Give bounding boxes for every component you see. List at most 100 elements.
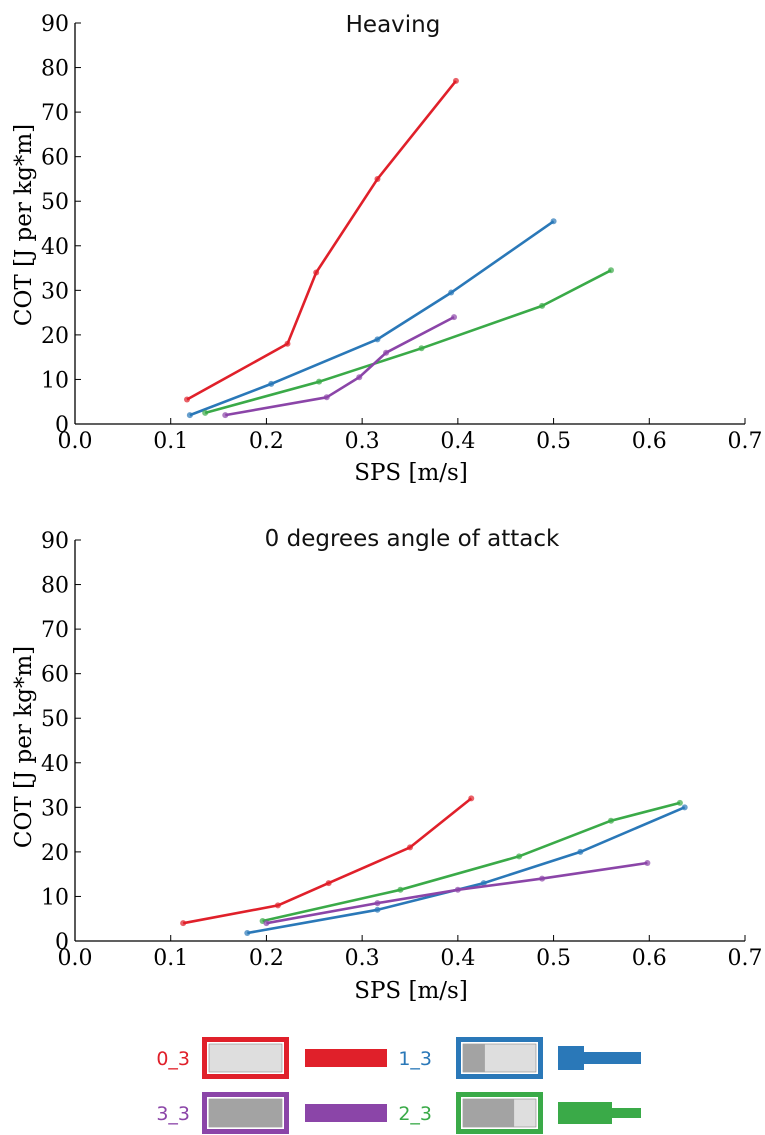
data-point-3_3: [454, 886, 461, 893]
x-tick-label: 0.7: [728, 946, 763, 971]
data-point-0_3: [274, 902, 281, 909]
data-point-1_3: [448, 289, 455, 296]
data-point-0_3: [407, 844, 413, 851]
y-tick-label: 70: [41, 101, 69, 126]
series-line-3_3: [225, 315, 455, 417]
data-point-2_3: [202, 409, 209, 416]
data-point-3_3: [222, 412, 229, 419]
chart-title: Heaving: [346, 12, 441, 38]
y-axis-label: COT [J per kg*m]: [11, 124, 37, 326]
x-tick-label: 0.6: [632, 429, 667, 454]
data-point-1_3: [186, 412, 193, 419]
x-axis-label: SPS [m/s]: [354, 460, 468, 486]
y-tick-label: 60: [41, 663, 69, 688]
series-line-1_3: [189, 220, 555, 417]
x-tick-label: 0.0: [58, 429, 93, 454]
chart-title: 0 degrees angle of attack: [265, 526, 560, 552]
data-point-3_3: [263, 920, 270, 927]
legend-panel-fill: [463, 1099, 515, 1127]
x-tick-label: 0.2: [249, 429, 284, 454]
legend-label: 3_3: [156, 1103, 190, 1125]
data-point-1_3: [374, 906, 381, 913]
data-point-1_3: [577, 848, 584, 855]
x-tick-label: 0.0: [58, 946, 93, 971]
y-tick-label: 0: [55, 413, 69, 438]
x-tick-label: 0.4: [440, 429, 475, 454]
y-tick-label: 30: [41, 796, 69, 821]
data-point-3_3: [323, 394, 330, 401]
data-point-2_3: [516, 853, 523, 860]
x-tick-label: 0.4: [440, 946, 475, 971]
x-tick-label: 0.2: [249, 946, 284, 971]
data-point-2_3: [676, 799, 683, 806]
y-tick-label: 80: [41, 574, 69, 599]
data-point-0_3: [313, 269, 320, 276]
legend-label: 2_3: [398, 1103, 432, 1125]
x-tick-label: 0.1: [153, 946, 188, 971]
x-tick-label: 0.3: [345, 429, 380, 454]
data-point-2_3: [418, 345, 425, 352]
legend-tail-head: [558, 1046, 584, 1070]
y-tick-label: 0: [55, 930, 69, 955]
legend-panel-fill: [463, 1044, 485, 1072]
y-tick-label: 10: [41, 885, 69, 910]
data-point-2_3: [316, 378, 323, 385]
legend-panel: [208, 1043, 283, 1073]
x-tick-label: 0.5: [536, 429, 571, 454]
chart-heaving: Heaving SPS [m/s] COT [J per kg*m] 0.0 0.…: [11, 12, 763, 486]
x-tick-label: 0.7: [728, 429, 763, 454]
y-tick-label: 40: [41, 752, 69, 777]
data-point-0_3: [452, 77, 459, 84]
data-point-3_3: [374, 900, 381, 907]
data-point-3_3: [451, 314, 458, 321]
legend-tail-stem: [612, 1108, 641, 1118]
data-point-3_3: [383, 349, 390, 356]
y-tick-label: 60: [41, 146, 69, 171]
chart-zero-degrees: 0 degrees angle of attack SPS [m/s] COT …: [11, 526, 763, 1004]
data-point-3_3: [356, 374, 363, 381]
data-point-2_3: [608, 267, 614, 274]
data-point-1_3: [681, 804, 688, 811]
data-point-1_3: [268, 380, 275, 387]
data-point-0_3: [183, 396, 190, 403]
y-tick-label: 10: [41, 368, 69, 393]
data-point-1_3: [480, 880, 487, 887]
y-tick-label: 20: [41, 841, 69, 866]
legend-tail: [305, 1049, 387, 1067]
y-tick-label: 50: [41, 707, 69, 732]
data-point-2_3: [539, 302, 546, 309]
series-line-3_3: [266, 861, 648, 925]
data-point-0_3: [325, 880, 332, 887]
x-tick-label: 0.1: [153, 429, 188, 454]
data-point-3_3: [644, 860, 651, 867]
legend-tail: [305, 1104, 387, 1122]
data-point-1_3: [374, 336, 381, 343]
data-point-2_3: [608, 817, 614, 824]
y-tick-label: 80: [41, 57, 69, 82]
series-line-0_3: [186, 80, 457, 401]
legend: 0_3 1_3 3_3 2_3: [156, 1037, 641, 1134]
y-tick-label: 40: [41, 235, 69, 260]
data-point-0_3: [468, 795, 475, 802]
y-tick-label: 30: [41, 279, 69, 304]
x-axis-label: SPS [m/s]: [354, 978, 468, 1004]
data-point-1_3: [550, 218, 557, 225]
y-axis-label: COT [J per kg*m]: [11, 646, 37, 848]
x-tick-label: 0.5: [536, 946, 571, 971]
legend-label: 0_3: [156, 1048, 190, 1070]
legend-label: 1_3: [398, 1048, 432, 1070]
y-tick-label: 90: [41, 529, 69, 554]
x-tick-label: 0.3: [345, 946, 380, 971]
data-point-1_3: [244, 929, 251, 936]
legend-tail-stem: [584, 1052, 641, 1064]
data-point-3_3: [539, 875, 546, 882]
y-tick-label: 90: [41, 12, 69, 37]
y-tick-label: 50: [41, 190, 69, 215]
y-tick-label: 70: [41, 618, 69, 643]
data-point-0_3: [284, 340, 291, 347]
x-tick-label: 0.6: [632, 946, 667, 971]
data-point-0_3: [374, 175, 381, 182]
y-tick-label: 20: [41, 324, 69, 349]
legend-tail-head: [558, 1102, 612, 1124]
